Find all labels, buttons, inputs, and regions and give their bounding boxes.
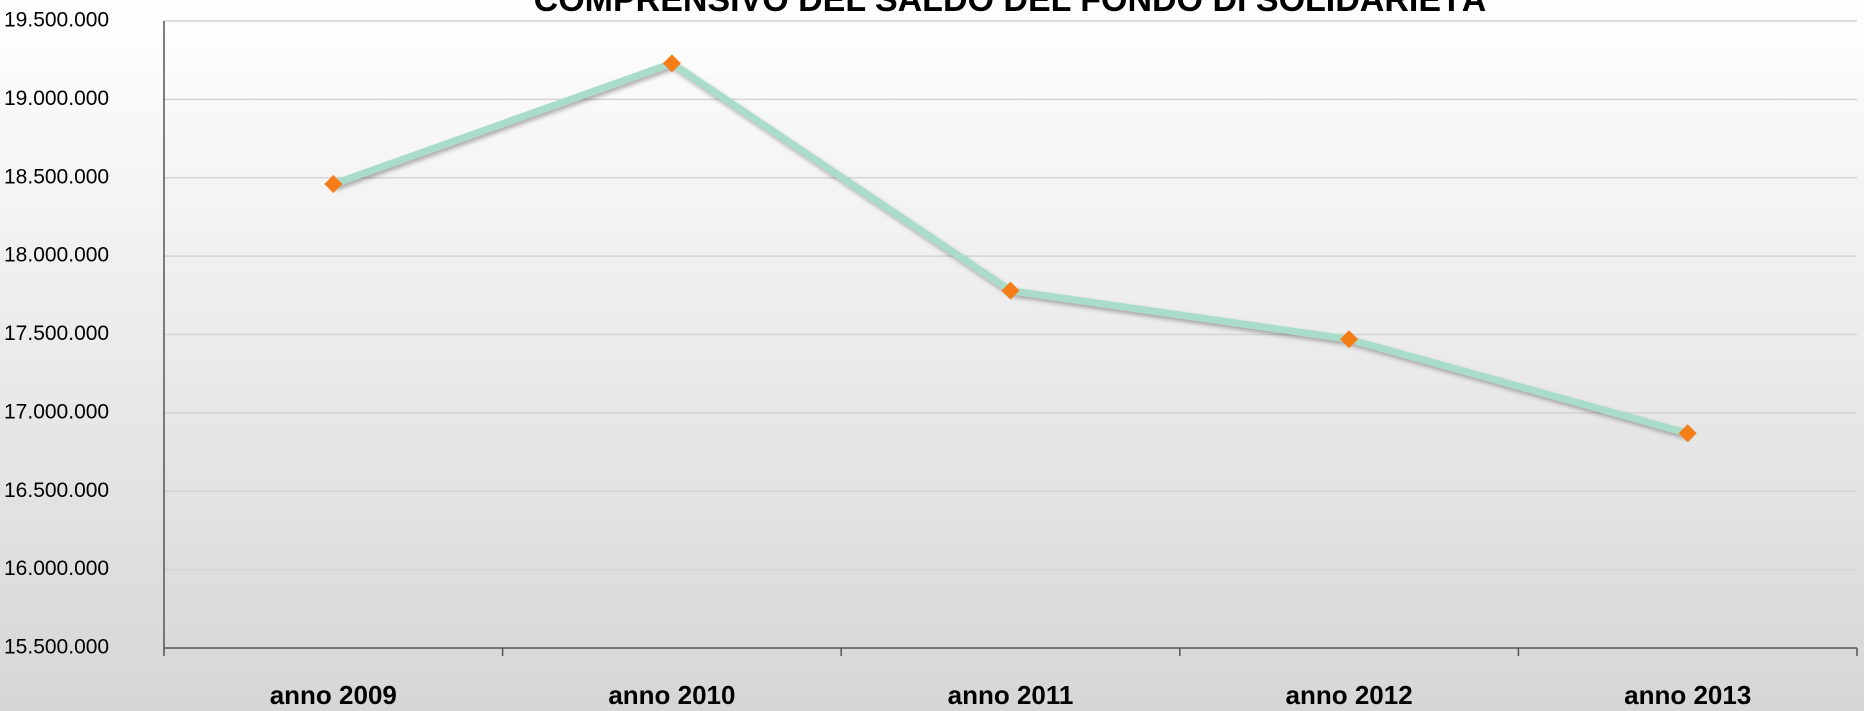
marker	[1001, 281, 1020, 300]
y-tick-label: 15.500.000	[4, 636, 109, 659]
marker	[1678, 424, 1697, 443]
y-tick-label: 16.000.000	[4, 557, 109, 580]
y-tick-label: 17.500.000	[4, 322, 109, 345]
marker	[662, 54, 681, 73]
chart-title: COMPRENSIVO DEL SALDO DEL FONDO DI SOLID…	[534, 0, 1487, 19]
y-tick-label: 17.000.000	[4, 400, 109, 423]
x-tick-label: anno 2013	[1624, 680, 1751, 710]
y-tick-label: 19.000.000	[4, 87, 109, 110]
y-tick-label: 19.500.000	[4, 9, 109, 32]
marker	[1340, 330, 1359, 349]
y-tick-label: 18.500.000	[4, 165, 109, 188]
x-tick-label: anno 2012	[1286, 680, 1413, 710]
marker	[324, 175, 343, 194]
y-tick-label: 16.500.000	[4, 479, 109, 502]
x-tick-label: anno 2011	[948, 680, 1074, 710]
x-tick-label: anno 2009	[270, 680, 397, 710]
x-tick-label: anno 2010	[608, 680, 735, 710]
y-tick-label: 18.000.000	[4, 244, 109, 267]
